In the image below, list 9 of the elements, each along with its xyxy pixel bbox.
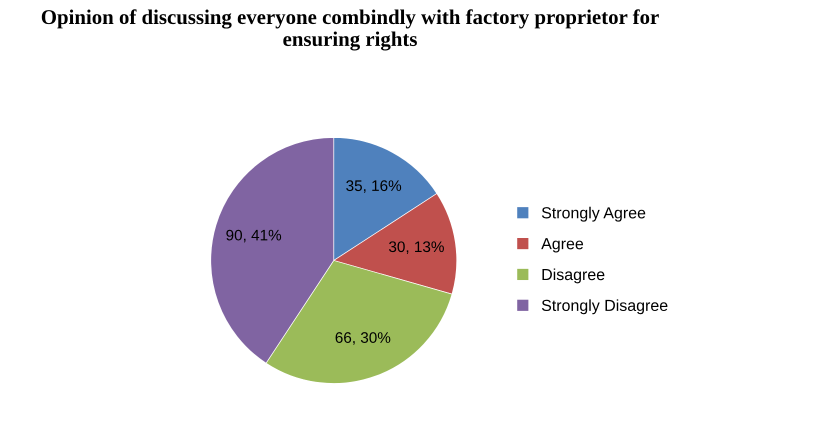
chart-title: Opinion of discussing everyone combindly with factory proprietor for ensuring rights (42, 9, 659, 50)
legend-label: Agree (541, 238, 584, 252)
legend-label: Strongly Agree (542, 206, 646, 222)
data-label: 90, 41% (226, 230, 282, 242)
legend-label: Strongly Disagree (542, 299, 668, 314)
legend-label: Disagree (542, 268, 604, 284)
data-label: 30, 13% (388, 241, 444, 254)
data-label: 66, 30% (336, 332, 390, 345)
data-label: 35, 16% (346, 180, 402, 193)
